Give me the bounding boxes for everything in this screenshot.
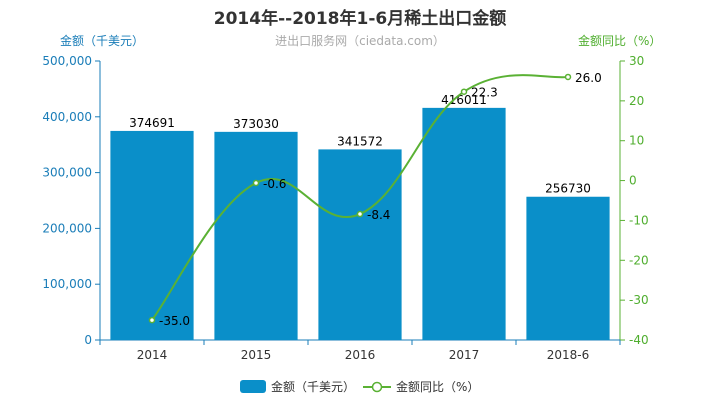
bar <box>422 107 506 340</box>
bar-data-label: 373030 <box>233 117 279 131</box>
left-tick-label: 100,000 <box>42 277 92 291</box>
right-tick-label: -40 <box>629 333 649 347</box>
bar-data-label: 341572 <box>337 134 383 148</box>
x-tick-label: 2018-6 <box>547 348 590 362</box>
yoy-data-label: 22.3 <box>471 86 498 100</box>
bar-data-label: 374691 <box>129 116 175 130</box>
right-tick-label: 20 <box>629 94 644 108</box>
right-tick-label: 30 <box>629 54 644 68</box>
right-tick-label: 0 <box>629 174 637 188</box>
legend-label-amount: 金额（千美元） <box>271 380 356 394</box>
yoy-point <box>356 210 364 218</box>
left-tick-label: 0 <box>84 333 92 347</box>
left-tick-label: 500,000 <box>42 54 92 68</box>
chart-subtitle: 进出口服务网（ciedata.com） <box>275 34 445 48</box>
right-tick-label: -30 <box>629 293 649 307</box>
chart-title: 2014年--2018年1-6月稀土出口金额 <box>213 9 507 29</box>
legend-item-yoy[interactable]: 金额同比（%） <box>363 378 479 395</box>
bar <box>110 130 194 340</box>
x-tick-label: 2014 <box>137 348 168 362</box>
x-tick-label: 2017 <box>449 348 480 362</box>
yoy-point <box>252 179 260 187</box>
right-tick-label: -10 <box>629 213 649 227</box>
yoy-point <box>460 88 468 95</box>
x-tick-label: 2016 <box>345 348 376 362</box>
legend: 金额（千美元） 金额同比（%） <box>0 378 720 396</box>
x-tick-label: 2015 <box>241 348 272 362</box>
yoy-data-label: 26.0 <box>575 71 602 85</box>
yoy-point <box>148 316 156 324</box>
right-tick-label: 10 <box>629 134 644 148</box>
bar <box>318 149 402 340</box>
legend-item-amount[interactable]: 金额（千美元） <box>240 378 355 395</box>
right-tick-label: -20 <box>629 253 649 267</box>
legend-label-yoy: 金额同比（%） <box>396 380 480 394</box>
left-tick-label: 200,000 <box>42 221 92 235</box>
bar <box>214 131 298 340</box>
yoy-data-label: -35.0 <box>159 314 190 328</box>
legend-line-swatch <box>363 381 391 392</box>
legend-bar-swatch <box>240 380 266 393</box>
bar-data-label: 416011 <box>441 93 487 107</box>
bar-data-label: 256730 <box>545 182 591 196</box>
left-axis-title: 金额（千美元） <box>60 34 145 48</box>
yoy-data-label: -0.6 <box>263 177 286 191</box>
left-tick-label: 400,000 <box>42 110 92 124</box>
right-axis-title: 金额同比（%） <box>578 34 662 48</box>
yoy-data-label: -8.4 <box>367 208 390 222</box>
yoy-point <box>564 73 572 81</box>
bar <box>526 196 610 340</box>
left-tick-label: 300,000 <box>42 166 92 180</box>
